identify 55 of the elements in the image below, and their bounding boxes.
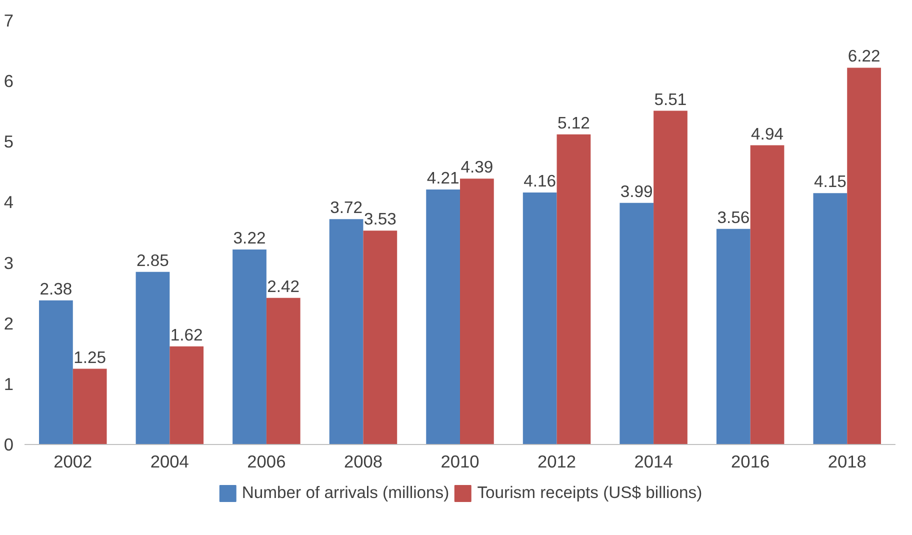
y-tick-label: 5 — [4, 132, 14, 152]
data-label: 4.16 — [524, 172, 556, 191]
bar — [556, 134, 591, 444]
bar — [39, 300, 73, 444]
y-tick-label: 1 — [4, 374, 14, 394]
bar — [363, 230, 398, 444]
bar — [847, 68, 881, 444]
data-label: 6.22 — [848, 46, 880, 66]
data-label: 3.56 — [717, 208, 750, 227]
x-tick-label: 2016 — [731, 452, 770, 472]
data-label: 3.53 — [364, 210, 396, 229]
y-tick-label: 2 — [4, 313, 14, 334]
bar — [266, 298, 300, 444]
y-tick-label: 0 — [4, 434, 14, 454]
bar — [232, 249, 266, 444]
x-tick-label: 2010 — [440, 452, 480, 472]
bar — [750, 145, 784, 444]
bar — [460, 178, 494, 444]
data-label: 4.15 — [814, 172, 846, 192]
data-label: 1.62 — [170, 325, 203, 344]
legend-label: Tourism receipts (US$ billions) — [477, 482, 702, 502]
data-label: 3.72 — [330, 198, 362, 218]
x-tick-label: 2008 — [344, 452, 383, 472]
y-tick-label: 4 — [4, 192, 14, 212]
bar — [170, 346, 204, 444]
x-tick-label: 2014 — [634, 452, 674, 472]
data-label: 5.51 — [654, 90, 687, 109]
bar — [716, 228, 750, 444]
y-tick-label: 6 — [4, 71, 14, 92]
bar — [329, 219, 364, 444]
data-label: 2.38 — [40, 279, 72, 298]
bar — [136, 272, 170, 444]
data-label: 3.22 — [233, 228, 266, 248]
x-tick-label: 2002 — [54, 452, 92, 472]
y-tick-label: 7 — [4, 10, 14, 30]
x-tick-label: 2004 — [150, 452, 190, 472]
bar — [522, 192, 557, 444]
data-label: 2.85 — [136, 250, 169, 270]
data-label: 4.94 — [751, 124, 784, 144]
bar — [654, 110, 688, 444]
data-label: 5.12 — [558, 113, 590, 132]
legend-label: Number of arrivals (millions) — [242, 482, 450, 502]
x-tick-label: 2018 — [828, 452, 866, 472]
data-label: 2.42 — [267, 276, 300, 296]
y-tick-label: 3 — [4, 252, 14, 273]
x-tick-label: 2006 — [247, 452, 286, 472]
data-label: 4.39 — [460, 158, 494, 177]
data-label: 4.21 — [426, 168, 460, 188]
bar — [620, 202, 654, 444]
data-label: 1.25 — [74, 348, 106, 367]
x-tick-label: 2012 — [538, 452, 576, 472]
bar — [813, 193, 848, 444]
data-label: 3.99 — [620, 182, 653, 201]
bar — [72, 368, 107, 444]
bar — [426, 189, 460, 444]
